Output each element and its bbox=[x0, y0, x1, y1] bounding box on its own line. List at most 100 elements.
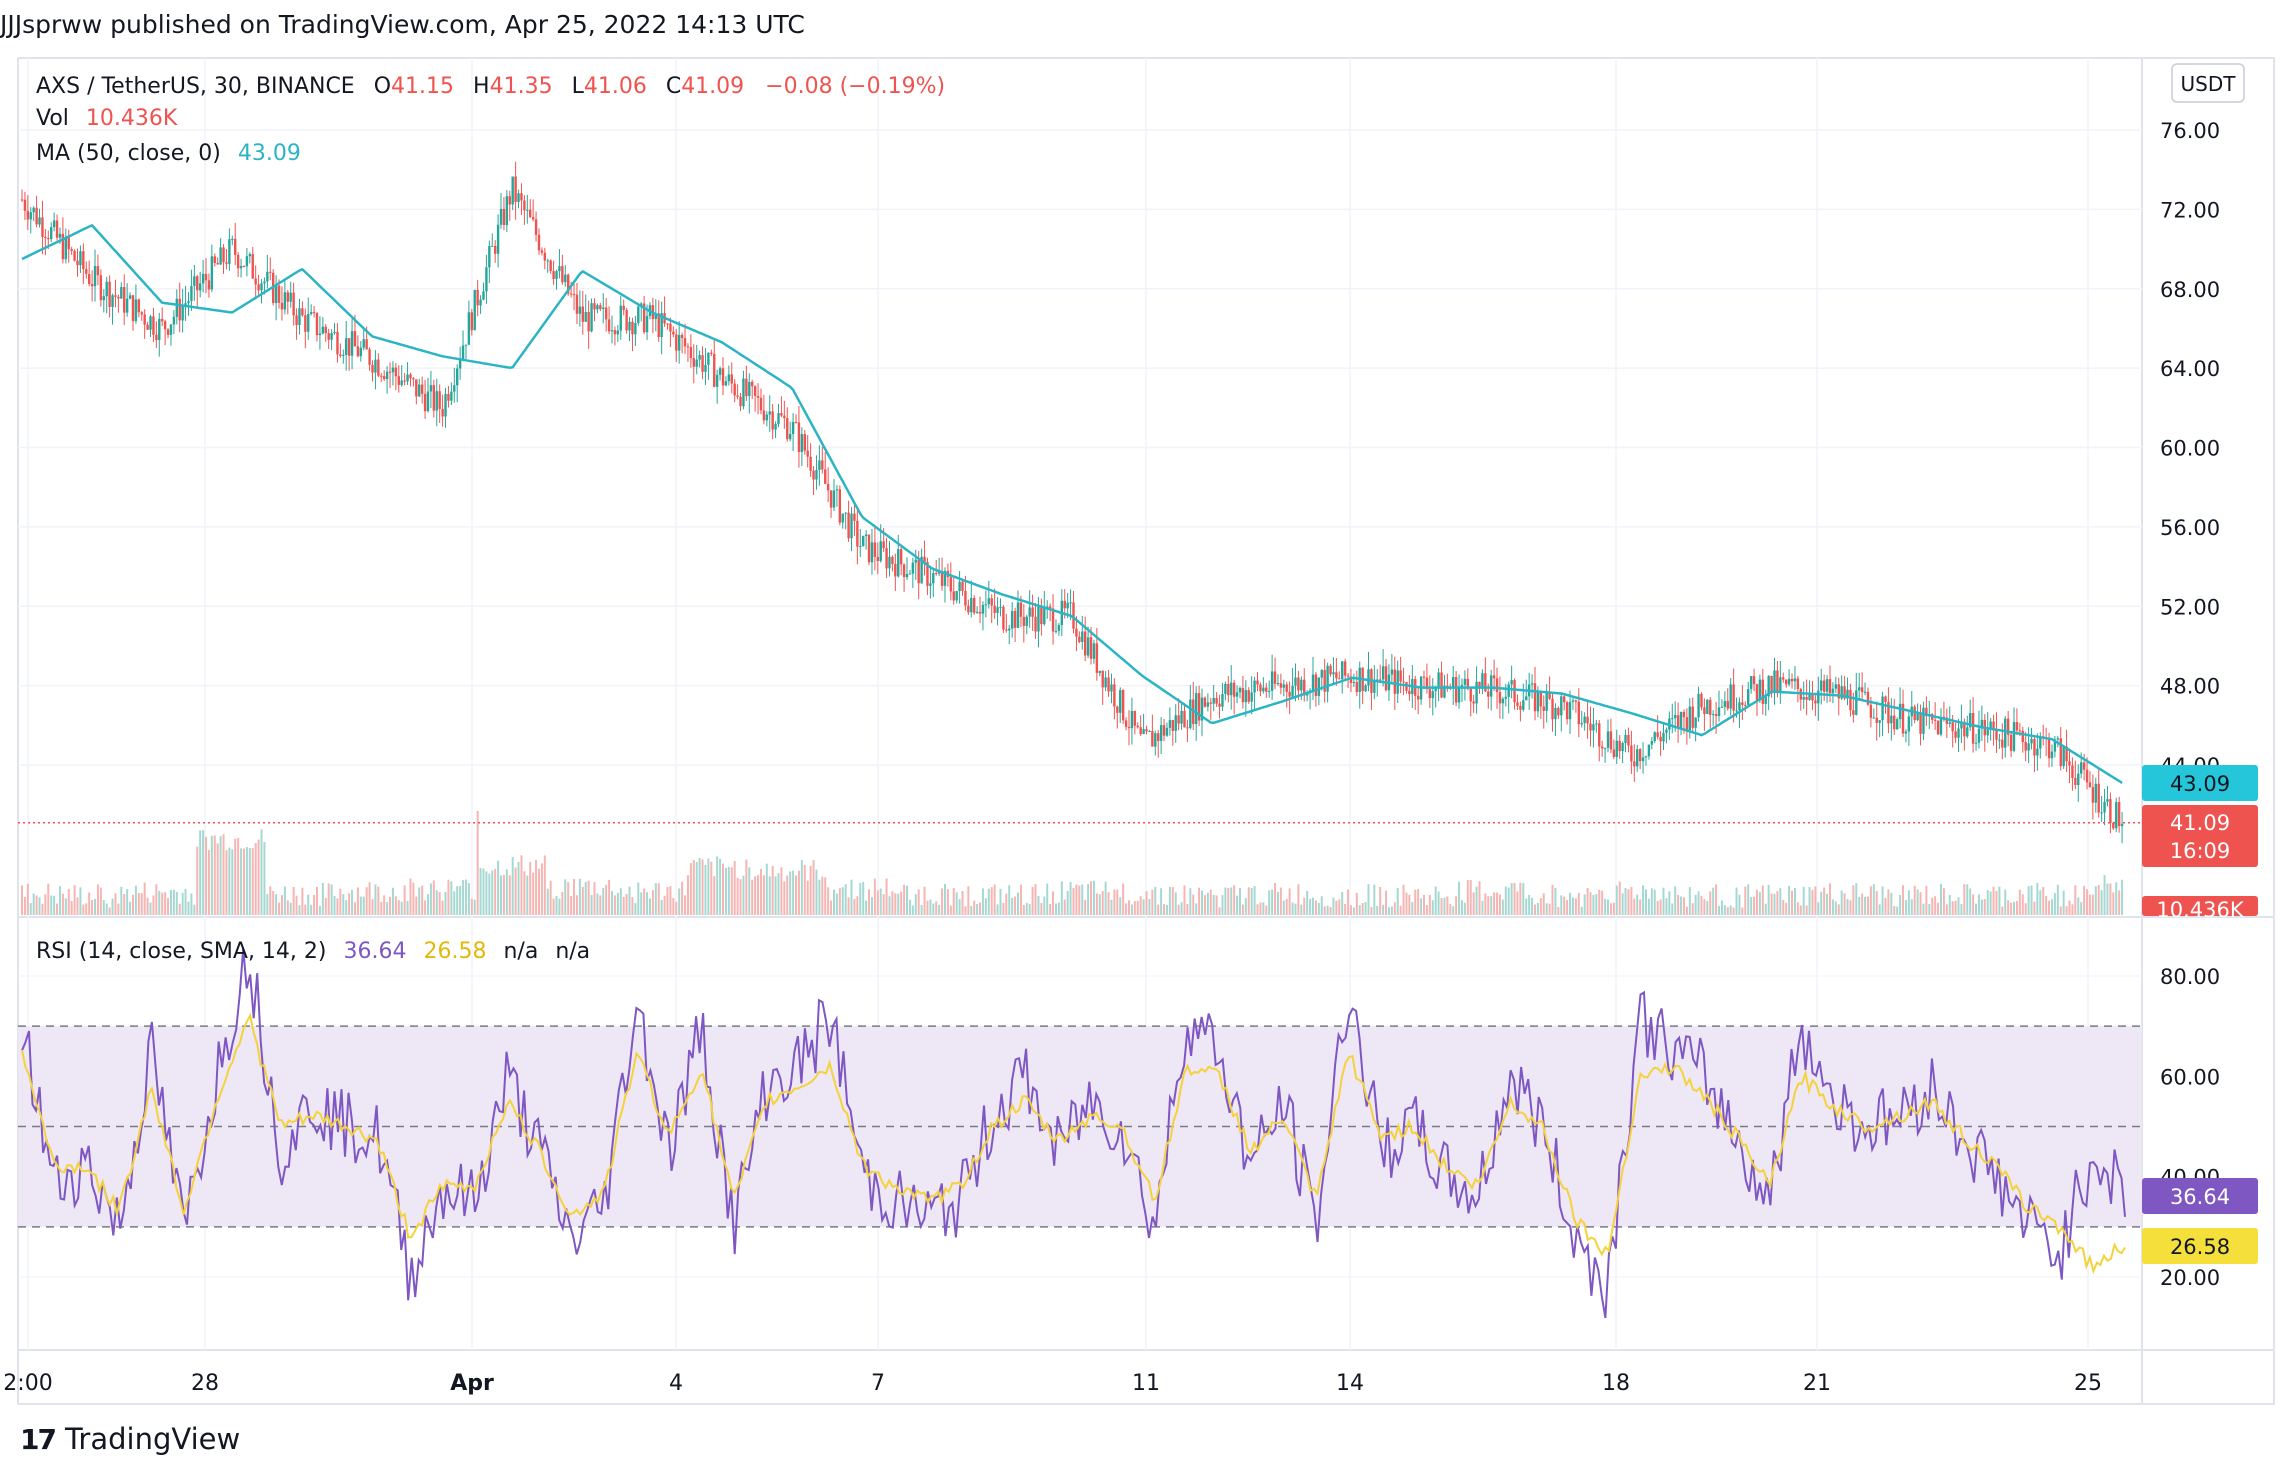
candle-body bbox=[1971, 712, 1975, 744]
volume-bar bbox=[301, 887, 304, 915]
currency-button-label[interactable]: USDT bbox=[2181, 72, 2237, 96]
candle-body bbox=[1256, 680, 1259, 685]
volume-bar bbox=[2021, 894, 2024, 915]
volume-bar bbox=[1425, 905, 1428, 915]
candle-body bbox=[1852, 710, 1855, 715]
candle-body bbox=[234, 238, 237, 255]
candle-body bbox=[899, 549, 903, 565]
candle-body bbox=[1484, 673, 1487, 692]
candle-body bbox=[914, 559, 917, 563]
volume-bar bbox=[29, 903, 32, 915]
volume-bar bbox=[505, 869, 508, 915]
volume-bar bbox=[304, 904, 307, 915]
candle-body bbox=[721, 368, 725, 386]
candle-body bbox=[902, 564, 906, 578]
volume-bar bbox=[1262, 902, 1265, 915]
candle-body bbox=[932, 573, 935, 584]
currency-button-frame[interactable] bbox=[2171, 63, 2245, 103]
volume-bar bbox=[193, 904, 196, 915]
volume-bar bbox=[932, 903, 935, 915]
candle-body bbox=[692, 358, 695, 367]
volume-bar bbox=[1738, 894, 1741, 915]
price-badge-bg bbox=[2142, 805, 2258, 867]
volume-bar bbox=[730, 867, 733, 915]
candle-body bbox=[1393, 669, 1396, 694]
candle-body bbox=[546, 260, 549, 262]
volume-bar bbox=[584, 881, 587, 915]
volume-bar bbox=[1998, 886, 2001, 915]
volume-bar bbox=[1890, 892, 1893, 915]
volume-bar bbox=[1037, 896, 1040, 915]
volume-bar bbox=[1364, 902, 1367, 915]
volume-bar bbox=[1580, 906, 1583, 915]
volume-bar bbox=[44, 894, 47, 915]
volume-bar bbox=[459, 886, 462, 915]
candle-body bbox=[961, 581, 964, 591]
candle-body bbox=[1726, 701, 1729, 709]
candle-body bbox=[309, 312, 313, 314]
volume-bar bbox=[120, 886, 123, 915]
volume-bar bbox=[1341, 892, 1344, 915]
volume-bar bbox=[70, 901, 73, 915]
volume-bar bbox=[999, 888, 1002, 915]
candle-body bbox=[1121, 690, 1125, 721]
candle-body bbox=[423, 393, 427, 412]
candle-body bbox=[505, 196, 509, 226]
candle-body bbox=[870, 542, 874, 563]
volume-bar bbox=[789, 871, 792, 915]
candle-body bbox=[908, 573, 912, 575]
candle-body bbox=[531, 217, 535, 220]
currency-button[interactable]: USDT bbox=[2171, 63, 2245, 103]
volume-bar bbox=[923, 886, 926, 915]
time-tick-label: 18 bbox=[1602, 1371, 1630, 1396]
candle-body bbox=[1010, 610, 1014, 629]
volume-bar bbox=[1011, 897, 1014, 915]
candle-body bbox=[488, 246, 491, 268]
candle-body bbox=[470, 312, 474, 331]
candle-body bbox=[1706, 699, 1709, 715]
candle-body bbox=[2027, 743, 2030, 751]
volume-bar bbox=[1180, 902, 1183, 915]
volume-bar bbox=[1095, 893, 1098, 915]
candle-body bbox=[315, 313, 319, 336]
volume-bar bbox=[622, 896, 625, 915]
volume-bar bbox=[535, 860, 538, 915]
volume-bar bbox=[1279, 887, 1282, 915]
volume-bar bbox=[1864, 896, 1867, 915]
volume-bar bbox=[777, 873, 780, 915]
candle-body bbox=[569, 293, 573, 295]
publication-header: JJJsprww published on TradingView.com, A… bbox=[0, 10, 805, 39]
volume-bar bbox=[625, 893, 628, 915]
candle-body bbox=[125, 298, 129, 313]
candle-body bbox=[718, 368, 722, 375]
volume-bar bbox=[389, 896, 392, 915]
volume-bar bbox=[2088, 894, 2091, 915]
candle-body bbox=[1212, 697, 1215, 704]
volume-bar bbox=[1601, 890, 1604, 915]
volume-bar bbox=[958, 899, 961, 915]
volume-badge-label: 10.436K bbox=[2156, 898, 2244, 922]
volume-bar bbox=[1382, 904, 1385, 915]
low-value: 41.06 bbox=[584, 74, 647, 99]
volume-bar bbox=[906, 885, 909, 915]
volume-bar bbox=[21, 885, 23, 915]
volume-bar bbox=[783, 881, 786, 915]
candle-body bbox=[143, 314, 146, 325]
candle-body bbox=[277, 285, 281, 303]
candle-body bbox=[666, 323, 669, 325]
candle-body bbox=[710, 352, 713, 354]
volume-bar bbox=[1592, 895, 1595, 915]
candle-body bbox=[786, 418, 789, 440]
time-tick-label: 21 bbox=[1803, 1371, 1831, 1396]
candle-body bbox=[1519, 705, 1522, 710]
candle-body bbox=[280, 302, 284, 310]
candle-body bbox=[791, 421, 795, 435]
volume-bar bbox=[435, 890, 438, 915]
candle-body bbox=[347, 338, 351, 356]
candle-body bbox=[1081, 631, 1084, 642]
tradingview-watermark[interactable]: 17 TradingView bbox=[20, 1422, 240, 1456]
volume-bar bbox=[695, 862, 698, 915]
candle-body bbox=[1933, 719, 1937, 721]
volume-bar bbox=[467, 883, 470, 915]
